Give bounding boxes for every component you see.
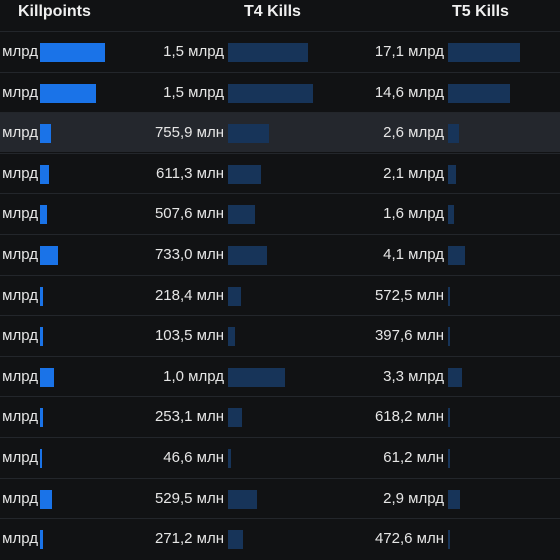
killpoints-bar	[40, 327, 43, 347]
table-row[interactable]: млрд 253,1 млн 618,2 млн	[0, 396, 560, 437]
t5-kills-value: 2,1 млрд	[383, 164, 444, 182]
killpoints-value: млрд	[2, 367, 38, 385]
t4-kills-bar	[228, 327, 235, 347]
t4-kills-value: 1,0 млрд	[163, 367, 224, 385]
killpoints-bar	[40, 530, 43, 550]
t5-kills-value: 472,6 млн	[374, 530, 444, 548]
t4-kills-bar	[228, 205, 255, 225]
t5-kills-bar	[448, 286, 450, 306]
t4-kills-value: 218,4 млн	[154, 286, 224, 304]
t4-kills-bar	[228, 286, 241, 306]
t5-kills-bar	[448, 124, 459, 144]
t5-kills-value: 61,2 млн	[383, 449, 444, 466]
table-row[interactable]: млрд 755,9 млн 2,6 млрд	[0, 112, 560, 153]
t5-kills-value: 1,6 млрд	[383, 205, 444, 223]
t4-kills-value: 253,1 млн	[154, 408, 224, 426]
table-row[interactable]: млрд 46,6 млн 61,2 млн	[0, 437, 560, 477]
t5-kills-value: 618,2 млн	[374, 408, 444, 426]
table-row[interactable]: млрд 507,6 млн 1,6 млрд	[0, 193, 560, 234]
column-header-killpoints[interactable]: Killpoints	[18, 3, 91, 20]
t5-kills-bar	[448, 205, 454, 225]
table-row[interactable]: млрд 271,2 млн 472,6 млн	[0, 518, 560, 559]
killpoints-bar	[40, 286, 43, 306]
killpoints-value: млрд	[2, 246, 38, 263]
t5-kills-bar	[448, 246, 465, 265]
t4-kills-bar	[228, 489, 257, 509]
t5-kills-value: 14,6 млрд	[374, 83, 444, 101]
table-header: Killpoints T4 Kills T5 Kills	[0, 0, 560, 30]
column-header-t4-kills[interactable]: T4 Kills	[244, 3, 301, 20]
table-row[interactable]: млрд 733,0 млн 4,1 млрд	[0, 234, 560, 274]
t4-kills-value: 103,5 млн	[154, 327, 224, 345]
killpoints-bar	[40, 489, 52, 509]
table-row[interactable]: млрд 103,5 млн 397,6 млн	[0, 315, 560, 356]
t5-kills-value: 2,9 млрд	[383, 489, 444, 507]
table-row[interactable]: млрд 529,5 млн 2,9 млрд	[0, 477, 560, 518]
t4-kills-value: 46,6 млн	[163, 449, 224, 466]
killpoints-value: млрд	[2, 286, 38, 304]
t5-kills-value: 17,1 млрд	[374, 43, 444, 60]
t4-kills-bar	[228, 530, 243, 550]
table-row[interactable]: млрд 1,5 млрд 17,1 млрд	[0, 31, 560, 71]
killpoints-value: млрд	[2, 124, 38, 142]
killpoints-value: млрд	[2, 489, 38, 507]
table-row[interactable]: млрд 218,4 млн 572,5 млн	[0, 274, 560, 315]
t4-kills-bar	[228, 83, 313, 103]
t4-kills-value: 1,5 млрд	[163, 83, 224, 101]
t5-kills-bar	[448, 449, 450, 468]
table-row[interactable]: млрд 1,5 млрд 14,6 млрд	[0, 71, 560, 112]
t5-kills-bar	[448, 408, 450, 428]
killpoints-bar	[40, 246, 58, 265]
t4-kills-bar	[228, 164, 261, 184]
t5-kills-bar	[448, 367, 462, 387]
killpoints-value: млрд	[2, 327, 38, 345]
t4-kills-value: 271,2 млн	[154, 530, 224, 548]
t5-kills-bar	[448, 43, 520, 62]
t4-kills-bar	[228, 246, 267, 265]
t4-kills-bar	[228, 449, 231, 468]
killpoints-bar	[40, 83, 96, 103]
t5-kills-bar	[448, 164, 456, 184]
t5-kills-value: 3,3 млрд	[383, 367, 444, 385]
t5-kills-value: 572,5 млн	[374, 286, 444, 304]
t5-kills-value: 2,6 млрд	[383, 124, 444, 142]
killpoints-value: млрд	[2, 408, 38, 426]
t4-kills-value: 1,5 млрд	[163, 43, 224, 60]
killpoints-bar	[40, 164, 49, 184]
t4-kills-value: 611,3 млн	[156, 164, 224, 182]
killpoints-value: млрд	[2, 530, 38, 548]
t5-kills-bar	[448, 489, 460, 509]
t5-kills-value: 397,6 млн	[374, 327, 444, 345]
t4-kills-bar	[228, 408, 242, 428]
killpoints-value: млрд	[2, 205, 38, 223]
killpoints-value: млрд	[2, 43, 38, 60]
killpoints-bar	[40, 205, 47, 225]
t4-kills-value: 733,0 млн	[154, 246, 224, 263]
t5-kills-value: 4,1 млрд	[383, 246, 444, 263]
t4-kills-value: 755,9 млн	[154, 124, 224, 142]
t4-kills-value: 507,6 млн	[154, 205, 224, 223]
t4-kills-bar	[228, 43, 308, 62]
killpoints-value: млрд	[2, 83, 38, 101]
killpoints-bar	[40, 367, 54, 387]
t4-kills-bar	[228, 367, 285, 387]
t5-kills-bar	[448, 530, 450, 550]
table-row[interactable]: млрд 611,3 млн 2,1 млрд	[0, 152, 560, 193]
killpoints-value: млрд	[2, 164, 38, 182]
t5-kills-bar	[448, 83, 510, 103]
killpoints-bar	[40, 124, 51, 144]
killpoints-bar	[40, 449, 42, 468]
table-row[interactable]: млрд 1,0 млрд 3,3 млрд	[0, 355, 560, 396]
t5-kills-bar	[448, 327, 450, 347]
t4-kills-bar	[228, 124, 269, 144]
killpoints-bar	[40, 43, 105, 62]
killpoints-bar	[40, 408, 43, 428]
killpoints-value: млрд	[2, 449, 38, 466]
t4-kills-value: 529,5 млн	[154, 489, 224, 507]
column-header-t5-kills[interactable]: T5 Kills	[452, 3, 509, 20]
